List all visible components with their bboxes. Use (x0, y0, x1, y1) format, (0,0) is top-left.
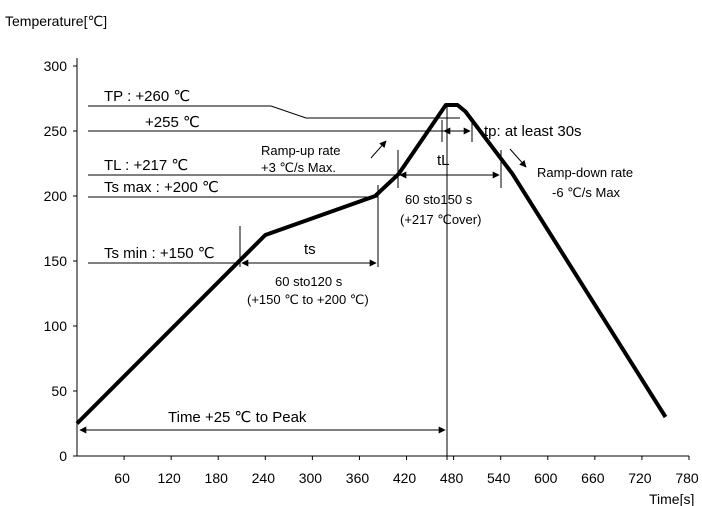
y-tick-label: 150 (44, 253, 68, 269)
tp-label: TP : +260 ℃ (104, 88, 190, 105)
ts-range-label-2: (+150 ℃ to +200 ℃) (247, 292, 369, 307)
x-tick-label: 480 (440, 470, 464, 486)
x-tick-label: 600 (534, 470, 558, 486)
tsmin-label: Ts min : +150 ℃ (104, 245, 215, 262)
x-tick-label: 240 (252, 470, 276, 486)
x-tick-label: 780 (675, 470, 699, 486)
y-tick-label: 100 (44, 318, 68, 334)
x-tick-label: 360 (346, 470, 370, 486)
y-tick-label: 300 (44, 58, 68, 74)
x-tick-label: 180 (205, 470, 229, 486)
ramp-up-label-2: +3 ℃/s Max. (261, 160, 336, 175)
x-tick-label: 720 (628, 470, 652, 486)
ramp-down-arrow (509, 148, 527, 168)
x-tick-label: 540 (487, 470, 511, 486)
tp-hold-label: tp: at least 30s (484, 123, 582, 140)
x-tick-label: 120 (157, 470, 181, 486)
x-tick-label: 420 (393, 470, 417, 486)
tp-reference-line (88, 105, 460, 119)
x-tick-labels: 60 120 180 240 300 360 420 480 540 600 660 720 780 (114, 456, 699, 486)
y-tick-label: 0 (59, 448, 67, 464)
y-tick-label: 50 (51, 383, 67, 399)
x-axis-title: Time[s] (649, 491, 694, 506)
y-axis-title: Temperature[℃] (5, 13, 107, 29)
ramp-down-label-2: -6 ℃/s Max (552, 185, 621, 200)
y-tick-label: 250 (44, 123, 68, 139)
ts-duration-label: ts (304, 241, 316, 258)
x-tick-label: 300 (299, 470, 323, 486)
tl-label: TL : +217 ℃ (104, 157, 188, 174)
tsmax-label: Ts max : +200 ℃ (104, 179, 219, 196)
y-tick-labels: 0 50 100 150 200 250 300 (44, 58, 77, 464)
peak-time-label: Time +25 ℃ to Peak (168, 409, 307, 426)
ts-range-label-1: 60 sto120 s (275, 274, 343, 289)
tl-range-label-2: (+217 ℃over) (400, 212, 481, 227)
ramp-down-label-1: Ramp-down rate (537, 165, 633, 180)
y-tick-label: 200 (44, 188, 68, 204)
t255-label: +255 ℃ (145, 114, 200, 131)
x-tick-label: 660 (581, 470, 605, 486)
temperature-profile-line (75, 103, 668, 425)
x-tick-label: 60 (114, 470, 130, 486)
tl-range-label-1: 60 sto150 s (405, 192, 473, 207)
tl-duration-label: tL (437, 152, 450, 169)
ramp-up-arrow (370, 140, 387, 159)
ramp-up-label-1: Ramp-up rate (261, 143, 340, 158)
